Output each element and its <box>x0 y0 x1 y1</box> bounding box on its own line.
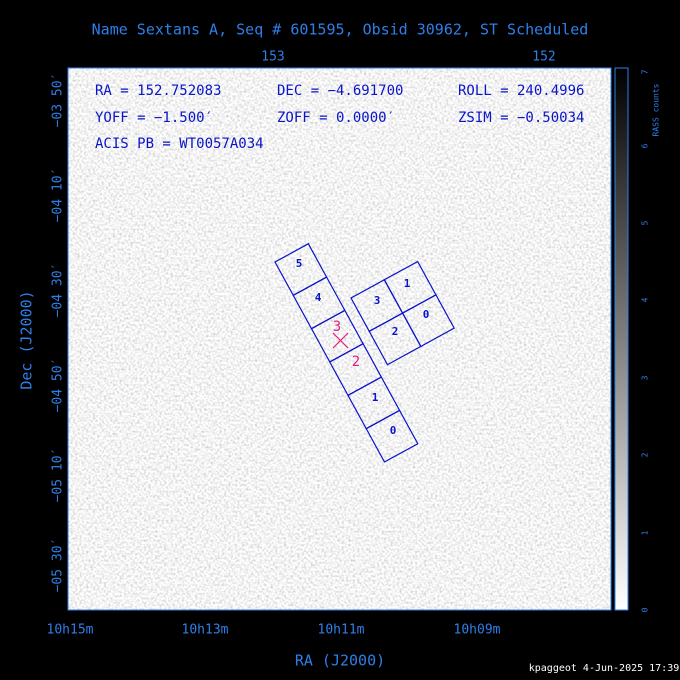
y-axis-title: Dec (J2000) <box>18 290 36 389</box>
chip-label: 4 <box>315 291 322 304</box>
chip-label: 5 <box>296 257 303 270</box>
chip-label: 1 <box>404 277 411 290</box>
info-text: ZSIM = −0.50034 <box>458 110 584 126</box>
s-array <box>274 242 419 463</box>
colorbar-tick: 5 <box>641 220 650 225</box>
cross-line <box>332 332 349 349</box>
x-axis-title: RA (J2000) <box>295 652 385 670</box>
footer: kpaggeot 4-Jun-2025 17:39 <box>529 663 680 674</box>
colorbar-tick: 3 <box>641 375 650 380</box>
colorbar-tick: 6 <box>641 143 650 148</box>
info-text: DEC = −4.691700 <box>277 83 403 99</box>
chip <box>401 294 455 348</box>
plot-frame <box>67 67 612 611</box>
top-tick-label: 152 <box>532 50 555 65</box>
info-text: RA = 152.752083 <box>95 83 221 99</box>
left-tick-label: −04 10′ <box>51 168 66 223</box>
chip-label: 0 <box>390 424 397 437</box>
chip-label: 0 <box>423 308 430 321</box>
left-tick-label: −05 10′ <box>51 448 66 503</box>
colorbar-tick: 1 <box>641 530 650 535</box>
chip <box>365 409 419 463</box>
colorbar-tick: 4 <box>641 297 650 302</box>
colorbar-label: RASS counts <box>652 83 661 136</box>
chip-label: 3 <box>374 294 381 307</box>
left-tick-label: −03 50′ <box>51 73 66 128</box>
aimpoint-label: 3 <box>333 319 341 335</box>
bottom-tick-label: 10h11m <box>318 623 365 638</box>
aimpoint-label: 2 <box>352 354 360 370</box>
axes: 153 152 10h15m 10h13m 10h11m 10h09m −03 … <box>18 50 556 670</box>
info-text: ROLL = 240.4996 <box>458 83 584 99</box>
bottom-tick-label: 10h09m <box>454 623 501 638</box>
bottom-tick-label: 10h13m <box>182 623 229 638</box>
left-tick-label: −04 30′ <box>51 263 66 318</box>
chip-label: 1 <box>372 391 379 404</box>
info-block: RA = 152.752083 DEC = −4.691700 ROLL = 2… <box>95 83 584 152</box>
info-text: ZOFF = 0.0000′ <box>277 110 395 126</box>
info-text: ACIS PB = WT0057A034 <box>95 136 264 152</box>
chip-label: 2 <box>392 325 399 338</box>
left-tick-label: −04 50′ <box>51 358 66 413</box>
colorbar-tick: 2 <box>641 452 650 457</box>
aimpoint-cross <box>332 332 349 349</box>
aimpoint-labels: 3 2 <box>333 319 360 370</box>
left-tick-label: −05 30′ <box>51 538 66 593</box>
colorbar <box>614 67 629 611</box>
colorbar-ticks: 0 1 2 3 4 5 6 7 RASS counts <box>641 69 661 612</box>
title: Name Sextans A, Seq # 601595, Obsid 3096… <box>92 21 589 39</box>
info-text: YOFF = −1.500′ <box>95 110 213 126</box>
i-array <box>350 260 455 366</box>
bottom-tick-label: 10h15m <box>47 623 94 638</box>
top-tick-label: 153 <box>261 50 284 65</box>
colorbar-tick: 7 <box>641 69 650 74</box>
chip-labels: 3 1 2 0 5 4 1 0 <box>296 257 430 437</box>
colorbar-tick: 0 <box>641 607 650 612</box>
